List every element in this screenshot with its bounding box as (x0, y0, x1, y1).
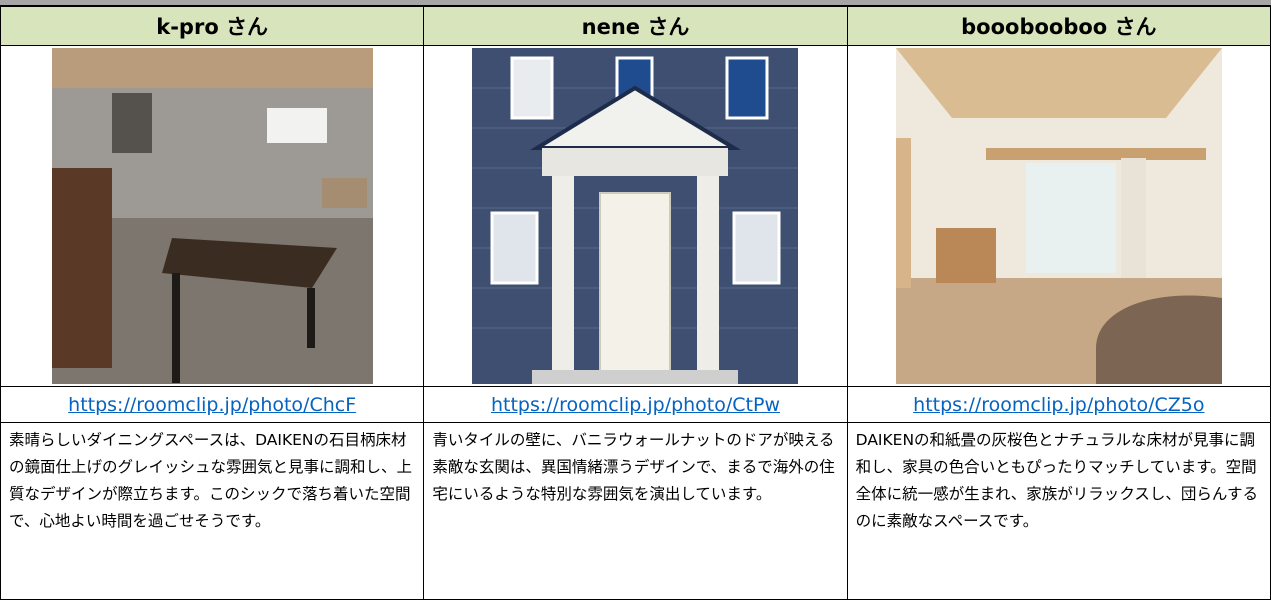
link-cell: https://roomclip.jp/photo/CZ5o (846, 386, 1271, 423)
top-bar (0, 0, 1271, 6)
header-cell: k-pro さん (0, 6, 425, 46)
link-cell: https://roomclip.jp/photo/ChcF (0, 386, 425, 423)
photo-entrance (472, 48, 799, 384)
description: 青いタイルの壁に、バニラウォールナットのドアが映える素敵な玄関は、異国情緒漂うデ… (423, 422, 848, 600)
description: DAIKENの和紙畳の灰桜色とナチュラルな床材が見事に調和し、家具の色合いともぴ… (846, 422, 1271, 600)
header-cell: booobooboo さん (846, 6, 1271, 46)
photo-link[interactable]: https://roomclip.jp/photo/CtPw (490, 393, 780, 416)
photo-link[interactable]: https://roomclip.jp/photo/CZ5o (913, 393, 1205, 416)
photo-living (895, 48, 1222, 384)
photo-link[interactable]: https://roomclip.jp/photo/ChcF (68, 393, 357, 416)
gallery-table: k-pro さん nene さん booobooboo さん (0, 6, 1271, 600)
description: 素晴らしいダイニングスペースは、DAIKENの石目柄床材の鏡面仕上げのグレイッシ… (0, 422, 425, 600)
link-cell: https://roomclip.jp/photo/CtPw (423, 386, 848, 423)
header-cell: nene さん (423, 6, 848, 46)
image-cell (423, 45, 848, 387)
image-cell (846, 45, 1271, 387)
photo-dining (51, 48, 373, 384)
image-cell (0, 45, 425, 387)
